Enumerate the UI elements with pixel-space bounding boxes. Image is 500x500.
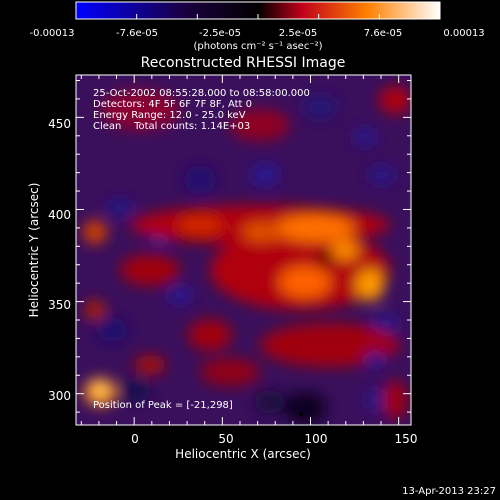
colorbar-tick-label: -2.5e-05: [199, 28, 241, 39]
y-tick-label: 350: [48, 298, 71, 312]
colorbar-units: (photons cm⁻² s⁻¹ asec⁻²): [193, 41, 322, 52]
y-tick-label: 300: [48, 389, 71, 403]
y-tick-label: 450: [48, 117, 71, 131]
colorbar-gradient: [76, 2, 440, 19]
x-tick-label: 0: [131, 432, 139, 446]
peak-marker: [299, 412, 303, 416]
info-line: 25-Oct-2002 08:55:28.000 to 08:58:00.000: [93, 88, 310, 99]
colorbar-tick-label: 2.5e-05: [279, 28, 317, 39]
image-map: [83, 86, 411, 424]
peak-label: Position of Peak = [-21,298]: [93, 400, 233, 411]
x-axis-label: Heliocentric X (arcsec): [175, 447, 311, 461]
colorbar-tick-label: 0.00013: [443, 28, 484, 39]
y-axis-label: Heliocentric Y (arcsec): [27, 183, 41, 318]
colorbar-tick-label: 7.6e-05: [364, 28, 402, 39]
x-tick-label: 50: [218, 432, 233, 446]
plot-frame: [75, 74, 412, 426]
x-tick-label: 100: [305, 432, 328, 446]
info-line: Detectors: 4F 5F 6F 7F 8F, Att 0: [93, 99, 252, 110]
colorbar-tick-label: -0.00013: [30, 28, 75, 39]
colorbar-tick-label: -7.6e-05: [116, 28, 158, 39]
info-line: Energy Range: 12.0 - 25.0 keV: [93, 110, 246, 121]
x-tick-label: 150: [395, 432, 418, 446]
plot-title: Reconstructed RHESSI Image: [141, 55, 346, 71]
y-tick-label: 400: [48, 208, 71, 222]
timestamp: 13-Apr-2013 23:27: [402, 486, 496, 497]
colorbar-ticks: [136, 14, 380, 19]
axis-ticks: [76, 75, 411, 425]
info-line: Clean Total counts: 1.14E+03: [93, 121, 250, 132]
